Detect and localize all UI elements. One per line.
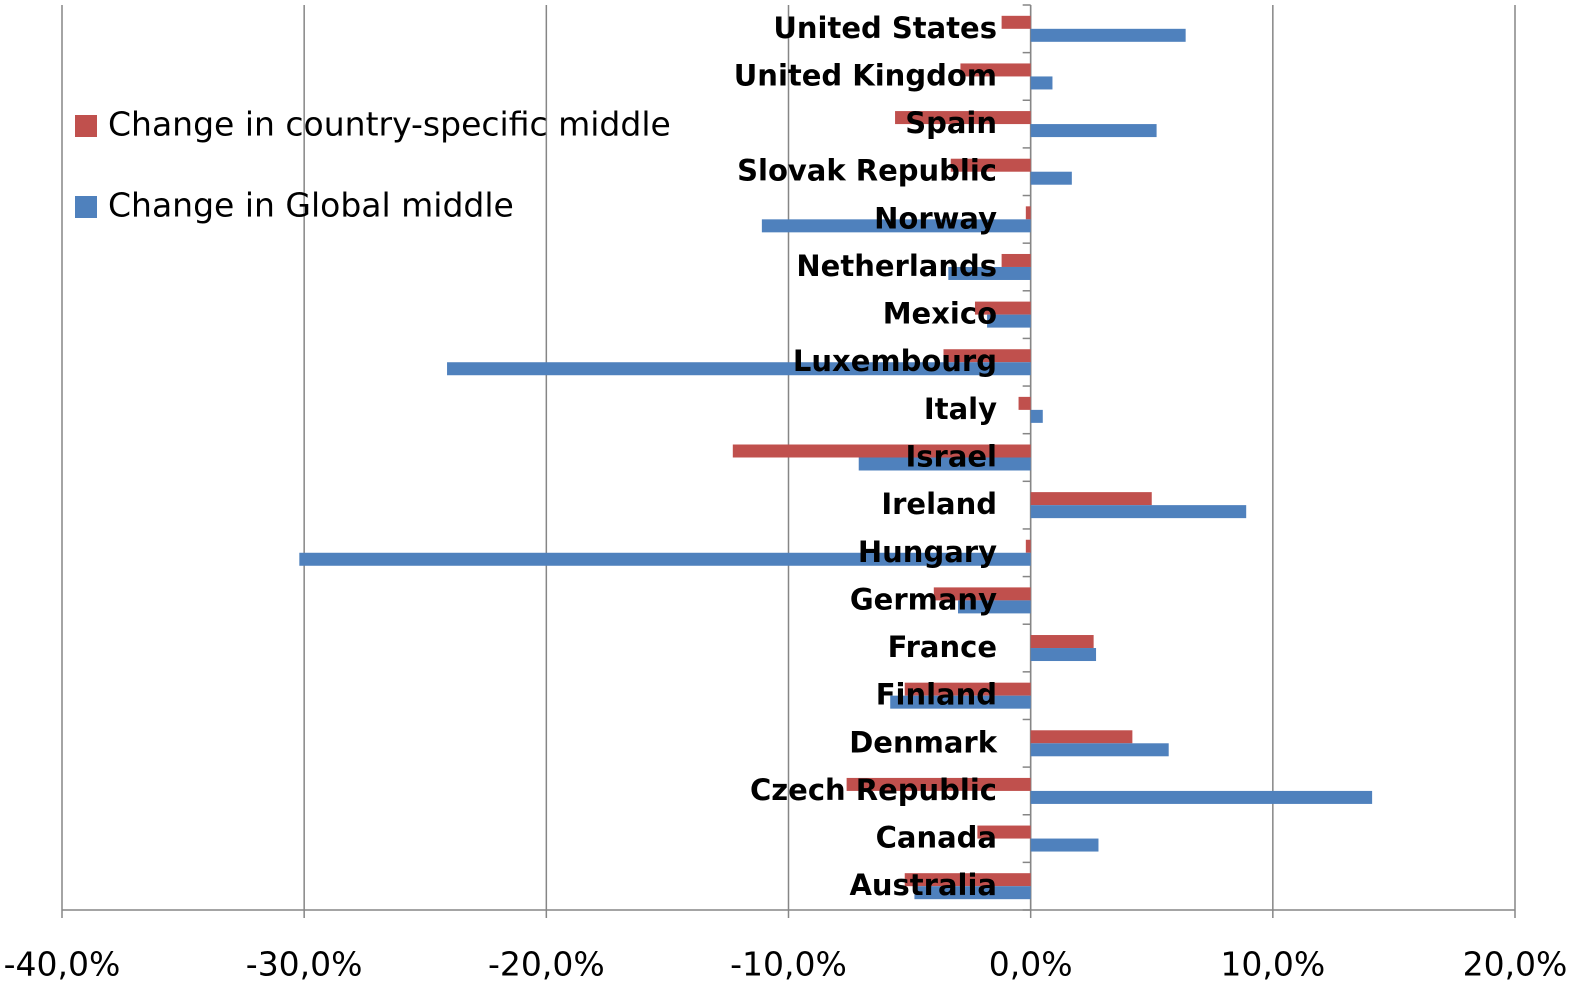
- y-tick-label: United Kingdom: [734, 58, 997, 92]
- y-tick-label: United States: [773, 11, 997, 45]
- y-tick-label: Mexico: [883, 297, 997, 331]
- y-tick-label: Luxembourg: [793, 344, 997, 378]
- bar: [904, 682, 1031, 696]
- bar: [447, 362, 1031, 376]
- bar: [732, 444, 1031, 458]
- bar: [960, 63, 1031, 77]
- x-tick-label: -40,0%: [4, 945, 121, 984]
- x-tick-label: -30,0%: [246, 945, 363, 984]
- x-tick-label: 20,0%: [1463, 945, 1568, 984]
- y-tick-label: Canada: [876, 821, 997, 855]
- bar: [1025, 539, 1031, 553]
- y-tick-label: Hungary: [858, 535, 997, 569]
- y-tick-label: Germany: [850, 582, 997, 616]
- bar: [1030, 28, 1186, 42]
- x-tick-label: -20,0%: [488, 945, 605, 984]
- bar: [1018, 396, 1031, 410]
- x-tick-label: -10,0%: [730, 945, 847, 984]
- bar: [1025, 206, 1031, 220]
- legend-swatch: [75, 196, 97, 218]
- x-tick-label: 0,0%: [989, 945, 1073, 984]
- y-tick-label: Denmark: [849, 725, 997, 759]
- bar: [1030, 124, 1157, 138]
- bar: [948, 266, 1031, 280]
- bar: [958, 600, 1031, 614]
- legend-label: Change in Global middle: [108, 186, 514, 225]
- bar: [943, 349, 1031, 363]
- y-tick-label: Czech Republic: [750, 773, 997, 807]
- y-tick-label: Australia: [849, 868, 997, 902]
- bar: [904, 873, 1031, 887]
- legend-label: Change in country-specific middle: [108, 105, 671, 144]
- bar: [1030, 171, 1072, 185]
- bar: [846, 777, 1031, 791]
- bar: [1030, 505, 1247, 519]
- bar: [1030, 492, 1152, 506]
- bar: [1001, 253, 1031, 267]
- bar: [299, 552, 1031, 566]
- y-tick-label: Ireland: [881, 487, 997, 521]
- y-tick-label: Slovak Republic: [737, 154, 997, 188]
- bar: [933, 587, 1031, 601]
- bar: [1030, 648, 1097, 662]
- bar: [1030, 790, 1373, 804]
- bar: [1030, 838, 1099, 852]
- y-tick-label: Israel: [905, 440, 997, 474]
- bar: [1030, 743, 1169, 757]
- x-tick-label: 10,0%: [1220, 945, 1325, 984]
- bar: [914, 886, 1031, 900]
- bar: [974, 301, 1031, 315]
- bar: [761, 219, 1031, 233]
- y-tick-label: Finland: [876, 678, 997, 712]
- bar: [858, 457, 1031, 471]
- bar: [1030, 730, 1133, 744]
- bar: [1030, 76, 1053, 90]
- y-tick-label: Norway: [874, 201, 997, 235]
- bar: [1001, 15, 1031, 29]
- bar: [987, 314, 1031, 328]
- y-tick-label: Spain: [905, 106, 997, 140]
- bar: [950, 158, 1031, 172]
- y-tick-label: France: [888, 630, 997, 664]
- bar: [895, 111, 1031, 125]
- bar: [890, 695, 1031, 709]
- legend-swatch: [75, 115, 97, 137]
- y-tick-label: Italy: [924, 392, 997, 426]
- bar: [1030, 409, 1043, 423]
- y-tick-label: Netherlands: [796, 249, 997, 283]
- bar: [977, 825, 1031, 839]
- bar: [1030, 635, 1094, 649]
